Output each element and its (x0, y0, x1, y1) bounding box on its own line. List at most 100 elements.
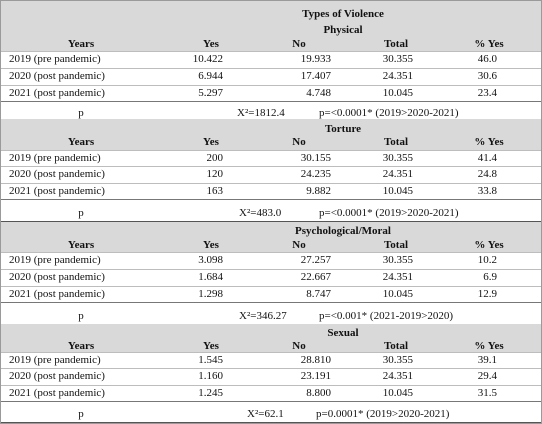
p-value: p=0.0001* (2019>2020-2021) (316, 408, 450, 420)
cell: 30.355 (382, 53, 413, 65)
column-header: Years (67, 38, 95, 50)
row-line (1, 85, 541, 86)
cell: 30.355 (382, 254, 413, 266)
column-header: Total (383, 239, 409, 251)
chi-square: X²=62.1 (247, 408, 284, 420)
row-line (1, 252, 541, 253)
cell: 2020 (post pandemic) (9, 370, 105, 382)
cell: 24.351 (382, 168, 413, 180)
cell: 31.5 (477, 387, 497, 399)
cell: 23.4 (477, 87, 497, 99)
row-line (1, 68, 541, 69)
cell: 19.933 (300, 53, 331, 65)
chi-square: X²=1812.4 (237, 107, 285, 119)
cell: 33.8 (477, 185, 497, 197)
column-header: % Yes (474, 340, 504, 352)
cell: 39.1 (477, 354, 497, 366)
row-line (1, 368, 541, 369)
p-value: p=<0.001* (2021-2019>2020) (319, 310, 454, 322)
cell: 1.160 (198, 370, 223, 382)
section-title: Psychological/Moral (295, 225, 391, 237)
cell: 120 (206, 168, 224, 180)
row-line (1, 302, 541, 303)
row-line (1, 352, 541, 353)
row-line (1, 166, 541, 167)
cell: 24.351 (382, 271, 413, 283)
column-header: Total (383, 340, 409, 352)
cell: 2019 (pre pandemic) (9, 354, 101, 366)
row-line (1, 101, 541, 102)
cell: 2020 (post pandemic) (9, 271, 105, 283)
column-header: % Yes (474, 38, 504, 50)
cell: 10.2 (477, 254, 497, 266)
cell: 23.191 (300, 370, 331, 382)
column-header: Yes (203, 340, 219, 352)
column-header: No (292, 38, 306, 50)
cell: 2020 (post pandemic) (9, 168, 105, 180)
row-line (1, 199, 541, 200)
cell: 10.045 (382, 87, 413, 99)
cell: 1.545 (198, 354, 223, 366)
row-line (1, 401, 541, 402)
column-header: Total (383, 136, 409, 148)
row-line (1, 51, 541, 52)
row-line (1, 385, 541, 386)
cell: 24.351 (382, 70, 413, 82)
section-band (1, 324, 541, 353)
p-value: p=<0.0001* (2019>2020-2021) (319, 207, 459, 219)
cell: 30.155 (300, 152, 331, 164)
cell: 2021 (post pandemic) (9, 387, 105, 399)
cell: 28.810 (300, 354, 331, 366)
cell: 5.297 (198, 87, 223, 99)
cell: 30.6 (477, 70, 497, 82)
cell: 30.355 (382, 354, 413, 366)
column-header: Yes (203, 136, 219, 148)
column-header: No (292, 340, 306, 352)
cell: 6.944 (198, 70, 223, 82)
p-label: p (78, 107, 84, 119)
section-band (1, 119, 541, 150)
cell: 2021 (post pandemic) (9, 185, 105, 197)
cell: 8.800 (306, 387, 331, 399)
cell: 2021 (post pandemic) (9, 87, 105, 99)
cell: 200 (206, 152, 224, 164)
cell: 10.045 (382, 387, 413, 399)
section-title: Sexual (327, 327, 359, 339)
cell: 9.882 (306, 185, 331, 197)
cell: 2020 (post pandemic) (9, 70, 105, 82)
cell: 24.8 (477, 168, 497, 180)
cell: 1.298 (198, 288, 223, 300)
section-line (1, 422, 541, 423)
cell: 2021 (post pandemic) (9, 288, 105, 300)
p-label: p (78, 408, 84, 420)
cell: 2019 (pre pandemic) (9, 254, 101, 266)
column-header: Years (67, 239, 95, 251)
chi-square: X²=346.27 (239, 310, 287, 322)
cell: 10.045 (382, 288, 413, 300)
cell: 163 (206, 185, 224, 197)
section-title: Physical (323, 24, 363, 36)
row-line (1, 150, 541, 151)
cell: 1.684 (198, 271, 223, 283)
chi-square: X²=483.0 (239, 207, 282, 219)
cell: 3.098 (198, 254, 223, 266)
column-header: No (292, 136, 306, 148)
cell: 46.0 (477, 53, 497, 65)
p-value: p=<0.0001* (2019>2020-2021) (319, 107, 459, 119)
cell: 6.9 (483, 271, 497, 283)
column-header: Total (383, 38, 409, 50)
column-header: Yes (203, 38, 219, 50)
row-line (1, 183, 541, 184)
column-header: No (292, 239, 306, 251)
cell: 12.9 (477, 288, 497, 300)
column-header: Yes (203, 239, 219, 251)
cell: 24.235 (300, 168, 331, 180)
p-label: p (78, 207, 84, 219)
cell: 4.748 (306, 87, 331, 99)
column-header: % Yes (474, 136, 504, 148)
cell: 27.257 (300, 254, 331, 266)
cell: 2019 (pre pandemic) (9, 53, 101, 65)
cell: 24.351 (382, 370, 413, 382)
section-title: Torture (324, 123, 362, 135)
